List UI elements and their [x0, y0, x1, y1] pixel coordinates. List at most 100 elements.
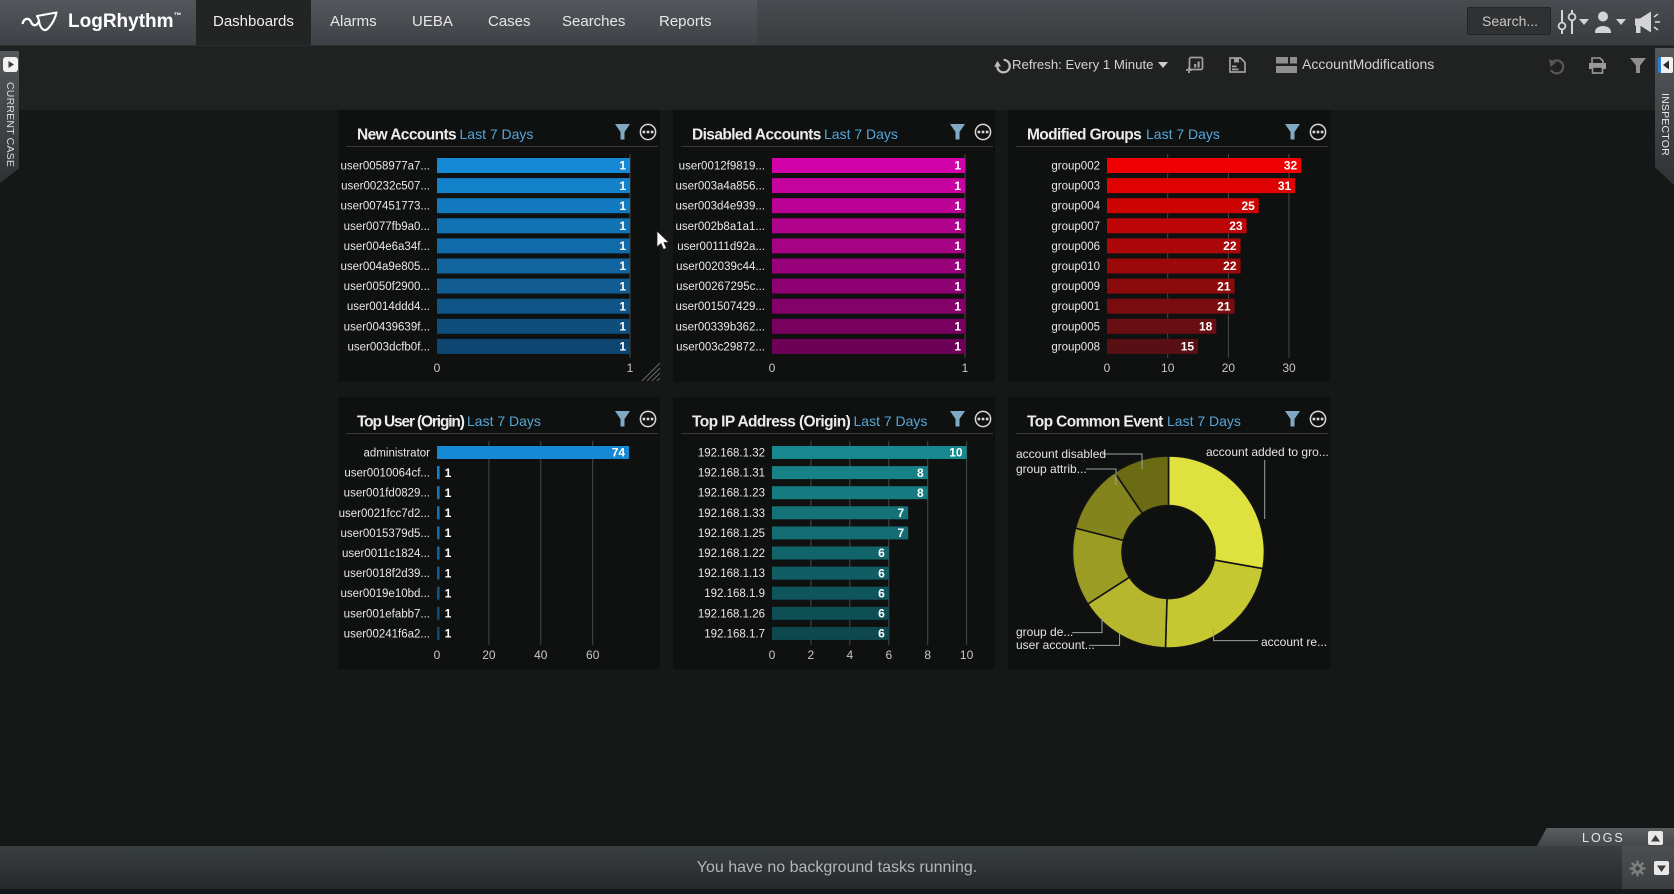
svg-text:192.168.1.9: 192.168.1.9 [704, 588, 765, 600]
svg-text:30: 30 [1282, 361, 1296, 375]
svg-text:user0011c1824...: user0011c1824... [342, 548, 430, 560]
svg-text:1: 1 [619, 279, 626, 293]
svg-text:192.168.1.13: 192.168.1.13 [698, 568, 765, 580]
svg-text:user0050f2900...: user0050f2900... [344, 281, 430, 293]
svg-text:1: 1 [627, 361, 634, 375]
svg-text:1: 1 [445, 627, 452, 641]
svg-text:user0021fcc7d2...: user0021fcc7d2... [339, 508, 430, 520]
svg-text:192.168.1.7: 192.168.1.7 [704, 628, 765, 640]
svg-text:user00339b362...: user00339b362... [675, 321, 765, 333]
svg-text:32: 32 [1284, 159, 1298, 173]
svg-text:15: 15 [1181, 340, 1195, 354]
svg-text:31: 31 [1278, 179, 1292, 193]
svg-text:user0012f9819...: user0012f9819... [679, 161, 765, 173]
svg-text:user0077fb9a0...: user0077fb9a0... [344, 221, 430, 233]
svg-text:192.168.1.22: 192.168.1.22 [698, 548, 765, 560]
svg-text:1: 1 [619, 179, 626, 193]
svg-text:account disabled: account disabled [1016, 447, 1106, 461]
svg-text:Top User (Origin): Top User (Origin) [357, 414, 465, 431]
svg-text:Top Common Event: Top Common Event [1027, 414, 1163, 431]
svg-text:20: 20 [1222, 361, 1236, 375]
svg-text:6: 6 [885, 648, 892, 662]
svg-text:192.168.1.32: 192.168.1.32 [698, 448, 765, 460]
svg-text:group004: group004 [1051, 201, 1100, 213]
svg-text:0: 0 [434, 648, 441, 662]
svg-text:40: 40 [534, 648, 548, 662]
svg-text:1: 1 [619, 239, 626, 253]
svg-text:10: 10 [949, 446, 963, 460]
svg-text:New Accounts: New Accounts [357, 127, 456, 144]
svg-text:1: 1 [619, 299, 626, 313]
svg-text:22: 22 [1223, 239, 1237, 253]
svg-text:group010: group010 [1051, 261, 1100, 273]
svg-text:user003c29872...: user003c29872... [676, 341, 765, 353]
svg-text:6: 6 [878, 607, 885, 621]
svg-text:0: 0 [769, 361, 776, 375]
svg-text:1: 1 [619, 159, 626, 173]
svg-text:6: 6 [878, 566, 885, 580]
svg-text:22: 22 [1223, 259, 1237, 273]
svg-text:7: 7 [898, 526, 905, 540]
svg-text:4: 4 [846, 648, 853, 662]
svg-text:user001fd0829...: user001fd0829... [344, 488, 430, 500]
svg-text:group009: group009 [1051, 281, 1100, 293]
svg-text:user003dcfb0f...: user003dcfb0f... [348, 341, 430, 353]
svg-text:2: 2 [808, 648, 815, 662]
svg-text:1: 1 [445, 586, 452, 600]
svg-text:8: 8 [924, 648, 931, 662]
svg-text:user00267295c...: user00267295c... [676, 281, 765, 293]
svg-text:6: 6 [878, 546, 885, 560]
svg-text:group002: group002 [1051, 161, 1100, 173]
svg-text:Last 7 Days: Last 7 Days [1167, 413, 1241, 429]
svg-text:group001: group001 [1051, 301, 1100, 313]
svg-text:account added to gro...: account added to gro... [1206, 445, 1329, 459]
svg-text:user004a9e805...: user004a9e805... [340, 261, 430, 273]
svg-text:Disabled Accounts: Disabled Accounts [692, 127, 821, 144]
svg-text:user0018f2d39...: user0018f2d39... [344, 568, 430, 580]
svg-text:1: 1 [954, 179, 961, 193]
svg-text:6: 6 [878, 627, 885, 641]
svg-text:user0015379d5...: user0015379d5... [340, 528, 430, 540]
svg-text:group003: group003 [1051, 181, 1100, 193]
svg-text:user00232c507...: user00232c507... [341, 181, 430, 193]
svg-text:10: 10 [960, 648, 974, 662]
svg-text:1: 1 [445, 607, 452, 621]
svg-text:user004e6a34f...: user004e6a34f... [344, 241, 430, 253]
svg-text:Last 7 Days: Last 7 Days [460, 126, 534, 142]
svg-text:user001507429...: user001507429... [675, 301, 765, 313]
svg-text:192.168.1.25: 192.168.1.25 [698, 528, 765, 540]
svg-text:user003d4e939...: user003d4e939... [675, 201, 765, 213]
svg-text:1: 1 [445, 466, 452, 480]
svg-text:1: 1 [954, 239, 961, 253]
svg-text:user00439639f...: user00439639f... [344, 321, 430, 333]
svg-text:7: 7 [898, 506, 905, 520]
svg-text:Last 7 Days: Last 7 Days [854, 413, 928, 429]
svg-text:192.168.1.26: 192.168.1.26 [698, 608, 765, 620]
svg-text:192.168.1.31: 192.168.1.31 [698, 468, 765, 480]
svg-text:user00111d92a...: user00111d92a... [677, 241, 765, 253]
svg-text:8: 8 [917, 466, 924, 480]
svg-text:1: 1 [954, 219, 961, 233]
svg-text:Last 7 Days: Last 7 Days [467, 413, 541, 429]
svg-text:10: 10 [1161, 361, 1175, 375]
svg-text:administrator: administrator [364, 448, 431, 460]
svg-text:1: 1 [954, 159, 961, 173]
svg-text:1: 1 [954, 279, 961, 293]
svg-text:group008: group008 [1051, 341, 1100, 353]
svg-text:user002039c44...: user002039c44... [676, 261, 765, 273]
svg-text:Top IP Address (Origin): Top IP Address (Origin) [692, 414, 851, 431]
svg-text:user002b8a1a1...: user002b8a1a1... [675, 221, 765, 233]
svg-text:1: 1 [962, 361, 969, 375]
svg-text:1: 1 [619, 219, 626, 233]
svg-text:Modified Groups: Modified Groups [1027, 127, 1141, 144]
svg-text:user0058977a7...: user0058977a7... [340, 161, 430, 173]
svg-text:25: 25 [1241, 199, 1255, 213]
svg-text:1: 1 [619, 340, 626, 354]
svg-text:group007: group007 [1051, 221, 1100, 233]
svg-text:user00241f6a2...: user00241f6a2... [344, 628, 430, 640]
svg-text:1: 1 [445, 526, 452, 540]
svg-text:60: 60 [586, 648, 600, 662]
svg-text:group005: group005 [1051, 321, 1100, 333]
svg-text:8: 8 [917, 486, 924, 500]
svg-text:user0019e10bd...: user0019e10bd... [340, 588, 430, 600]
